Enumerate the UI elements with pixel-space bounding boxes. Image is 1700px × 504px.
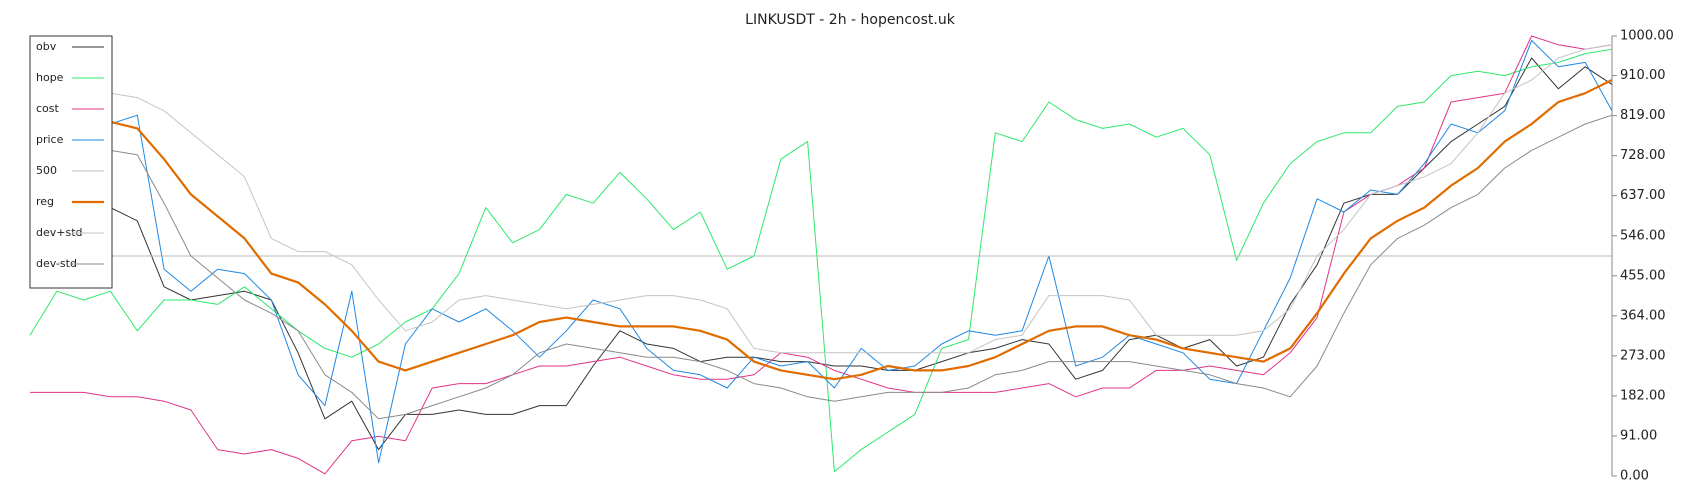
legend-label: 500 [36, 164, 57, 177]
y-tick-label: 728.00 [1620, 148, 1666, 163]
series-line [29, 39, 1613, 464]
legend-label: obv [36, 40, 57, 53]
legend-label: price [36, 133, 64, 146]
y-tick-label: 91.00 [1620, 428, 1657, 443]
legend-label: reg [36, 195, 54, 208]
y-tick-label: 819.00 [1620, 108, 1666, 123]
y-tick-label: 910.00 [1620, 68, 1666, 83]
legend-label: hope [36, 71, 64, 84]
y-tick-label: 182.00 [1620, 388, 1666, 403]
y-tick-label: 455.00 [1620, 268, 1666, 283]
y-tick-label: 546.00 [1620, 228, 1666, 243]
series-line [29, 48, 1613, 473]
series-line [110, 44, 1613, 354]
y-tick-label: 273.00 [1620, 348, 1666, 363]
series-line [110, 79, 1613, 381]
chart-title: LINKUSDT - 2h - hopencost.uk [745, 12, 956, 28]
y-tick-label: 1000.00 [1620, 29, 1674, 44]
legend-label: dev+std [36, 226, 83, 239]
series-line [110, 114, 1613, 420]
y-tick-label: 364.00 [1620, 308, 1666, 323]
series-line [29, 57, 1613, 451]
y-tick-label: 0.00 [1620, 469, 1649, 484]
series-line [30, 35, 1613, 475]
y-tick-label: 637.00 [1620, 188, 1666, 203]
legend-label: cost [36, 102, 60, 115]
legend-label: dev-std [36, 257, 77, 270]
